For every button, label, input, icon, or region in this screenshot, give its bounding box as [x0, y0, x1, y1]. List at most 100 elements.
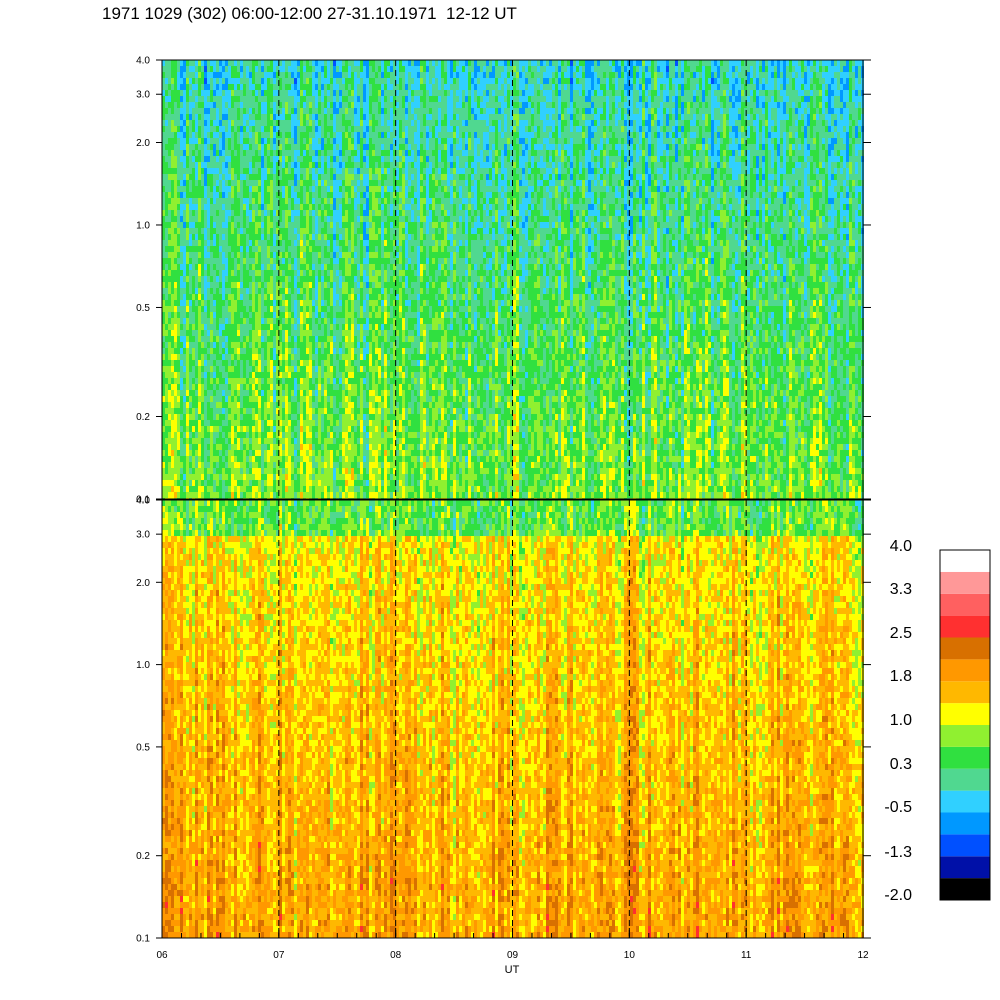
spectrogram-cell — [315, 450, 318, 456]
spectrogram-cell — [270, 276, 273, 282]
spectrogram-cell — [318, 354, 321, 360]
spectrogram-cell — [345, 390, 348, 396]
spectrogram-cell — [270, 306, 273, 312]
spectrogram-cell — [330, 156, 333, 162]
spectrogram-cell — [339, 90, 342, 96]
spectrogram-cell — [171, 198, 174, 204]
spectrogram-cell — [294, 336, 297, 342]
spectrogram-cell — [234, 204, 237, 210]
spectrogram-cell — [183, 234, 186, 240]
spectrogram-cell — [279, 444, 282, 450]
spectrogram-cell — [246, 402, 249, 408]
spectrogram-cell — [210, 156, 213, 162]
spectrogram-cell — [288, 372, 291, 378]
spectrogram-cell — [252, 372, 255, 378]
spectrogram-cell — [213, 468, 216, 474]
spectrogram-cell — [315, 384, 318, 390]
spectrogram-cell — [204, 102, 207, 108]
spectrogram-cell — [315, 192, 318, 198]
spectrogram-cell — [207, 246, 210, 252]
spectrogram-cell — [342, 204, 345, 210]
spectrogram-cell — [297, 210, 300, 216]
spectrogram-cell — [261, 264, 264, 270]
spectrogram-cell — [327, 360, 330, 366]
spectrogram-cell — [294, 354, 297, 360]
spectrogram-cell — [297, 216, 300, 222]
spectrogram-cell — [198, 312, 201, 318]
spectrogram-cell — [303, 180, 306, 186]
spectrogram-cell — [306, 270, 309, 276]
spectrogram-cell — [189, 240, 192, 246]
spectrogram-cell — [249, 372, 252, 378]
spectrogram-cell — [180, 66, 183, 72]
spectrogram-cell — [165, 372, 168, 378]
spectrogram-cell — [180, 72, 183, 78]
spectrogram-cell — [306, 348, 309, 354]
spectrogram-cell — [321, 66, 324, 72]
spectrogram-cell — [213, 402, 216, 408]
spectrogram-cell — [237, 336, 240, 342]
spectrogram-cell — [201, 78, 204, 84]
spectrogram-cell — [273, 480, 276, 486]
spectrogram-cell — [288, 90, 291, 96]
spectrogram-cell — [192, 192, 195, 198]
spectrogram-cell — [246, 96, 249, 102]
spectrogram-cell — [204, 468, 207, 474]
spectrogram-cell — [192, 486, 195, 492]
spectrogram-cell — [303, 270, 306, 276]
spectrogram-cell — [342, 96, 345, 102]
spectrogram-cell — [192, 288, 195, 294]
spectrogram-cell — [198, 240, 201, 246]
spectrogram-cell — [279, 78, 282, 84]
spectrogram-cell — [306, 126, 309, 132]
spectrogram-cell — [216, 234, 219, 240]
spectrogram-cell — [207, 84, 210, 90]
spectrogram-cell — [261, 132, 264, 138]
spectrogram-cell — [270, 228, 273, 234]
spectrogram-cell — [240, 156, 243, 162]
spectrogram-cell — [180, 252, 183, 258]
spectrogram-cell — [282, 402, 285, 408]
spectrogram-cell — [195, 174, 198, 180]
spectrogram-cell — [348, 78, 351, 84]
spectrogram-cell — [213, 216, 216, 222]
spectrogram-cell — [336, 336, 339, 342]
spectrogram-cell — [237, 318, 240, 324]
spectrogram-cell — [195, 360, 198, 366]
spectrogram-cell — [255, 168, 258, 174]
spectrogram-cell — [285, 120, 288, 126]
spectrogram-cell — [339, 432, 342, 438]
spectrogram-cell — [264, 198, 267, 204]
spectrogram-cell — [204, 210, 207, 216]
spectrogram-cell — [288, 354, 291, 360]
spectrogram-cell — [204, 66, 207, 72]
spectrogram-cell — [327, 474, 330, 480]
spectrogram-cell — [177, 180, 180, 186]
spectrogram-cell — [186, 396, 189, 402]
spectrogram-cell — [180, 246, 183, 252]
spectrogram-cell — [342, 456, 345, 462]
spectrogram-cell — [210, 102, 213, 108]
spectrogram-cell — [300, 312, 303, 318]
spectrogram-cell — [219, 432, 222, 438]
spectrogram-cell — [225, 102, 228, 108]
spectrogram-cell — [300, 408, 303, 414]
spectrogram-cell — [219, 60, 222, 66]
spectrogram-cell — [225, 306, 228, 312]
spectrogram-cell — [168, 78, 171, 84]
spectrogram-cell — [228, 312, 231, 318]
spectrogram-cell — [291, 276, 294, 282]
spectrogram-cell — [282, 72, 285, 78]
spectrogram-cell — [279, 420, 282, 426]
spectrogram-cell — [306, 444, 309, 450]
spectrogram-cell — [264, 450, 267, 456]
spectrogram-cell — [165, 276, 168, 282]
spectrogram-cell — [300, 180, 303, 186]
spectrogram-cell — [252, 144, 255, 150]
spectrogram-cell — [222, 270, 225, 276]
spectrogram-cell — [207, 342, 210, 348]
spectrogram-cell — [210, 174, 213, 180]
spectrogram-cell — [165, 318, 168, 324]
spectrogram-cell — [339, 288, 342, 294]
spectrogram-cell — [249, 66, 252, 72]
